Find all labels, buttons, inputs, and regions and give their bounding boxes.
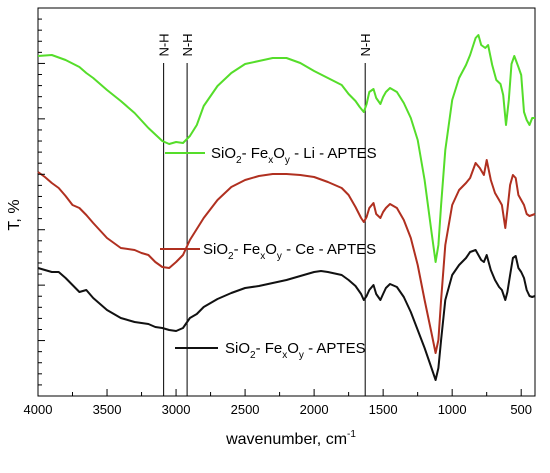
- x-tick-label: 4000: [24, 402, 53, 417]
- legend-label-1: SiO2- FexOy - Ce - APTES: [203, 241, 376, 262]
- x-tick-label: 2000: [300, 402, 329, 417]
- plot-frame: [37, 7, 536, 397]
- x-tick-label: 500: [510, 402, 532, 417]
- x-tick-label: 1000: [438, 402, 467, 417]
- x-tick-label: 2500: [231, 402, 260, 417]
- nh-marker-label: N-H: [180, 33, 195, 56]
- x-tick-label: 1500: [369, 402, 398, 417]
- x-axis-title: wavenumber, cm-1: [225, 429, 356, 448]
- legend-labels: SiO2- FexOy - Li - APTES SiO2- FexOy - Ce…: [160, 145, 377, 361]
- y-axis-title: T, %: [6, 199, 23, 230]
- series-line-1: [37, 159, 536, 354]
- x-axis-ticks: 4000 3500 3000 2500 2000 1500 1000 500: [24, 389, 532, 417]
- x-tick-label: 3500: [93, 402, 122, 417]
- series-lines: [37, 34, 536, 381]
- marker-lines: N-H N-H N-H: [157, 33, 373, 396]
- legend-label-0: SiO2- FexOy - Li - APTES: [211, 145, 377, 166]
- legend-label-2: SiO2- FexOy - APTES: [225, 340, 366, 361]
- series-line-0: [37, 34, 535, 263]
- x-tick-label: 3000: [162, 402, 191, 417]
- series-line-2: [37, 249, 536, 381]
- nh-marker-label: N-H: [358, 33, 373, 56]
- y-axis-ticks: [38, 7, 45, 397]
- nh-marker-label: N-H: [157, 33, 172, 56]
